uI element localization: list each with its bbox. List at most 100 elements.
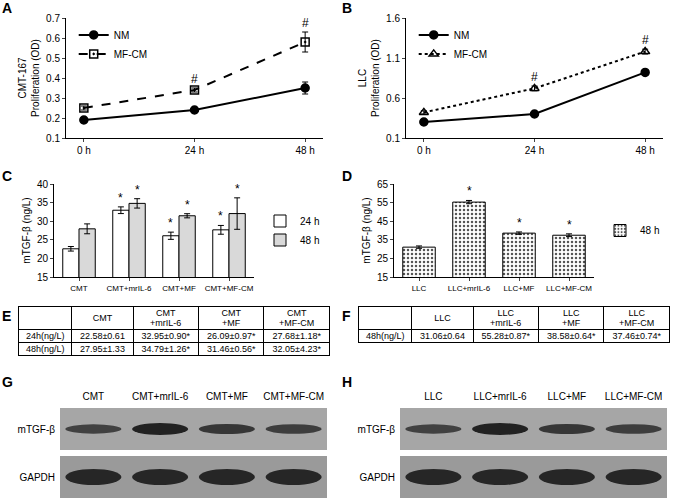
svg-text:24 h: 24 h — [300, 216, 319, 227]
svg-text:*: * — [168, 216, 173, 230]
html-text:CMT +MF-CM: CMT +MF-CM — [279, 308, 315, 328]
svg-text:*: * — [467, 184, 472, 198]
html-text:22.58±0.61: 22.58±0.61 — [79, 331, 125, 341]
svg-text:30: 30 — [37, 216, 49, 227]
html-text:31.06±0.64: 31.06±0.64 — [419, 331, 465, 341]
html-text:31.46±0.56*: 31.46±0.56* — [207, 344, 256, 354]
svg-text:1.1: 1.1 — [386, 53, 400, 64]
svg-text:LLC+MF: LLC+MF — [504, 284, 535, 293]
html-text:34.79±1.26*: 34.79±1.26* — [141, 344, 190, 354]
html-text:E: E — [2, 308, 12, 324]
svg-text:CMT: CMT — [70, 284, 87, 293]
svg-text:NM: NM — [114, 30, 130, 41]
html-text:LLC +MF: LLC +MF — [562, 308, 581, 328]
html-text:H: H — [342, 374, 353, 390]
svg-text:48 h: 48 h — [640, 225, 659, 236]
html-text:24h(ng/L): 24h(ng/L) — [25, 331, 65, 341]
svg-text:15: 15 — [37, 272, 49, 283]
svg-text:CMT+mrIL-6: CMT+mrIL-6 — [106, 284, 152, 293]
svg-text:CMT+mrIL-6: CMT+mrIL-6 — [132, 391, 189, 402]
svg-text:0.1: 0.1 — [386, 133, 400, 144]
svg-text:GAPDH: GAPDH — [359, 472, 395, 483]
svg-text:LLC+mrIL-6: LLC+mrIL-6 — [474, 391, 528, 402]
svg-text:MF-CM: MF-CM — [454, 49, 487, 60]
html-text:LLC: LLC — [434, 313, 451, 323]
svg-text:CMT: CMT — [83, 391, 105, 402]
svg-text:LLC+MF-CM: LLC+MF-CM — [546, 284, 592, 293]
html-text:27.68±1.18*: 27.68±1.18* — [272, 331, 321, 341]
svg-text:48 h: 48 h — [295, 145, 314, 156]
html-text:LLC +MF-CM: LLC +MF-CM — [619, 308, 655, 328]
svg-text:#: # — [531, 70, 538, 84]
svg-text:#: # — [191, 72, 198, 86]
svg-text:0.7: 0.7 — [46, 13, 60, 24]
html-text:A: A — [2, 0, 13, 16]
svg-text:GAPDH: GAPDH — [19, 472, 55, 483]
svg-text:*: * — [235, 182, 240, 196]
html-text:32.05±4.23*: 32.05±4.23* — [272, 344, 321, 354]
html-text:CMT: CMT — [92, 313, 113, 323]
html-text:CMT +MF: CMT +MF — [221, 308, 241, 328]
html-text:B: B — [342, 0, 353, 16]
svg-text:*: * — [567, 218, 572, 232]
svg-text:CMT+MF-CM: CMT+MF-CM — [263, 391, 324, 402]
svg-text:25: 25 — [377, 253, 389, 264]
svg-text:0.6: 0.6 — [386, 93, 400, 104]
svg-text:0.3: 0.3 — [46, 93, 60, 104]
svg-text:15: 15 — [377, 272, 389, 283]
svg-text:24 h: 24 h — [525, 145, 544, 156]
html-text:48h(ng/L): 48h(ng/L) — [365, 331, 405, 341]
html-text:48h(ng/L): 48h(ng/L) — [25, 344, 65, 354]
svg-text:CMT+MF-CM: CMT+MF-CM — [205, 284, 254, 293]
svg-text:LLC: LLC — [424, 391, 442, 402]
svg-text:*: * — [135, 183, 140, 197]
html-text:27.95±1.33: 27.95±1.33 — [79, 344, 125, 354]
svg-text:35: 35 — [377, 234, 389, 245]
svg-text:48 h: 48 h — [635, 145, 654, 156]
svg-text:0 h: 0 h — [417, 145, 431, 156]
svg-text:0.1: 0.1 — [46, 133, 60, 144]
svg-text:*: * — [517, 216, 522, 230]
svg-text:CMT+MF: CMT+MF — [162, 284, 196, 293]
svg-text:MF-CM: MF-CM — [114, 49, 147, 60]
svg-text:LLC+mrIL-6: LLC+mrIL-6 — [448, 284, 491, 293]
svg-text:48 h: 48 h — [300, 235, 319, 246]
svg-text:LLC+MF-CM: LLC+MF-CM — [605, 391, 663, 402]
svg-text:45: 45 — [377, 216, 389, 227]
html-text:LLC +mrIL-6: LLC +mrIL-6 — [490, 308, 522, 328]
svg-text:1.6: 1.6 — [386, 13, 400, 24]
svg-text:CMT+MF: CMT+MF — [206, 391, 248, 402]
svg-text:0.2: 0.2 — [46, 113, 60, 124]
svg-text:0 h: 0 h — [77, 145, 91, 156]
html-text:G: G — [2, 374, 13, 390]
html-text:26.09±0.97*: 26.09±0.97* — [207, 331, 256, 341]
svg-text:mTGF-β (ng/L): mTGF-β (ng/L) — [21, 197, 32, 263]
svg-text:40: 40 — [37, 179, 49, 190]
svg-text:65: 65 — [377, 179, 389, 190]
svg-text:mTGF-β: mTGF-β — [358, 424, 396, 435]
svg-text:35: 35 — [37, 197, 49, 208]
svg-text:55: 55 — [377, 197, 389, 208]
svg-text:LLCProliferation (OD): LLCProliferation (OD) — [357, 39, 381, 117]
svg-text:NM: NM — [454, 30, 470, 41]
html-text:D: D — [342, 168, 353, 184]
svg-text:LLC: LLC — [412, 284, 427, 293]
html-text:CMT +mrIL-6: CMT +mrIL-6 — [150, 308, 182, 328]
svg-text:24 h: 24 h — [185, 145, 204, 156]
svg-text:LLC+MF: LLC+MF — [548, 391, 587, 402]
svg-text:20: 20 — [37, 253, 49, 264]
svg-text:*: * — [218, 209, 223, 223]
svg-text:0.4: 0.4 — [46, 73, 60, 84]
svg-text:mTGF-β: mTGF-β — [18, 424, 56, 435]
svg-text:CMT-167Proliferation (OD): CMT-167Proliferation (OD) — [17, 39, 41, 117]
svg-text:0.5: 0.5 — [46, 53, 60, 64]
html-text:C: C — [2, 168, 13, 184]
svg-text:*: * — [185, 198, 190, 212]
svg-text:0.6: 0.6 — [46, 33, 60, 44]
svg-text:*: * — [118, 191, 123, 205]
html-text:32.95±0.90*: 32.95±0.90* — [141, 331, 190, 341]
svg-text:#: # — [302, 16, 309, 30]
svg-text:mTGF-β (ng/L): mTGF-β (ng/L) — [361, 197, 372, 263]
svg-text:25: 25 — [37, 234, 49, 245]
svg-text:#: # — [642, 33, 649, 47]
